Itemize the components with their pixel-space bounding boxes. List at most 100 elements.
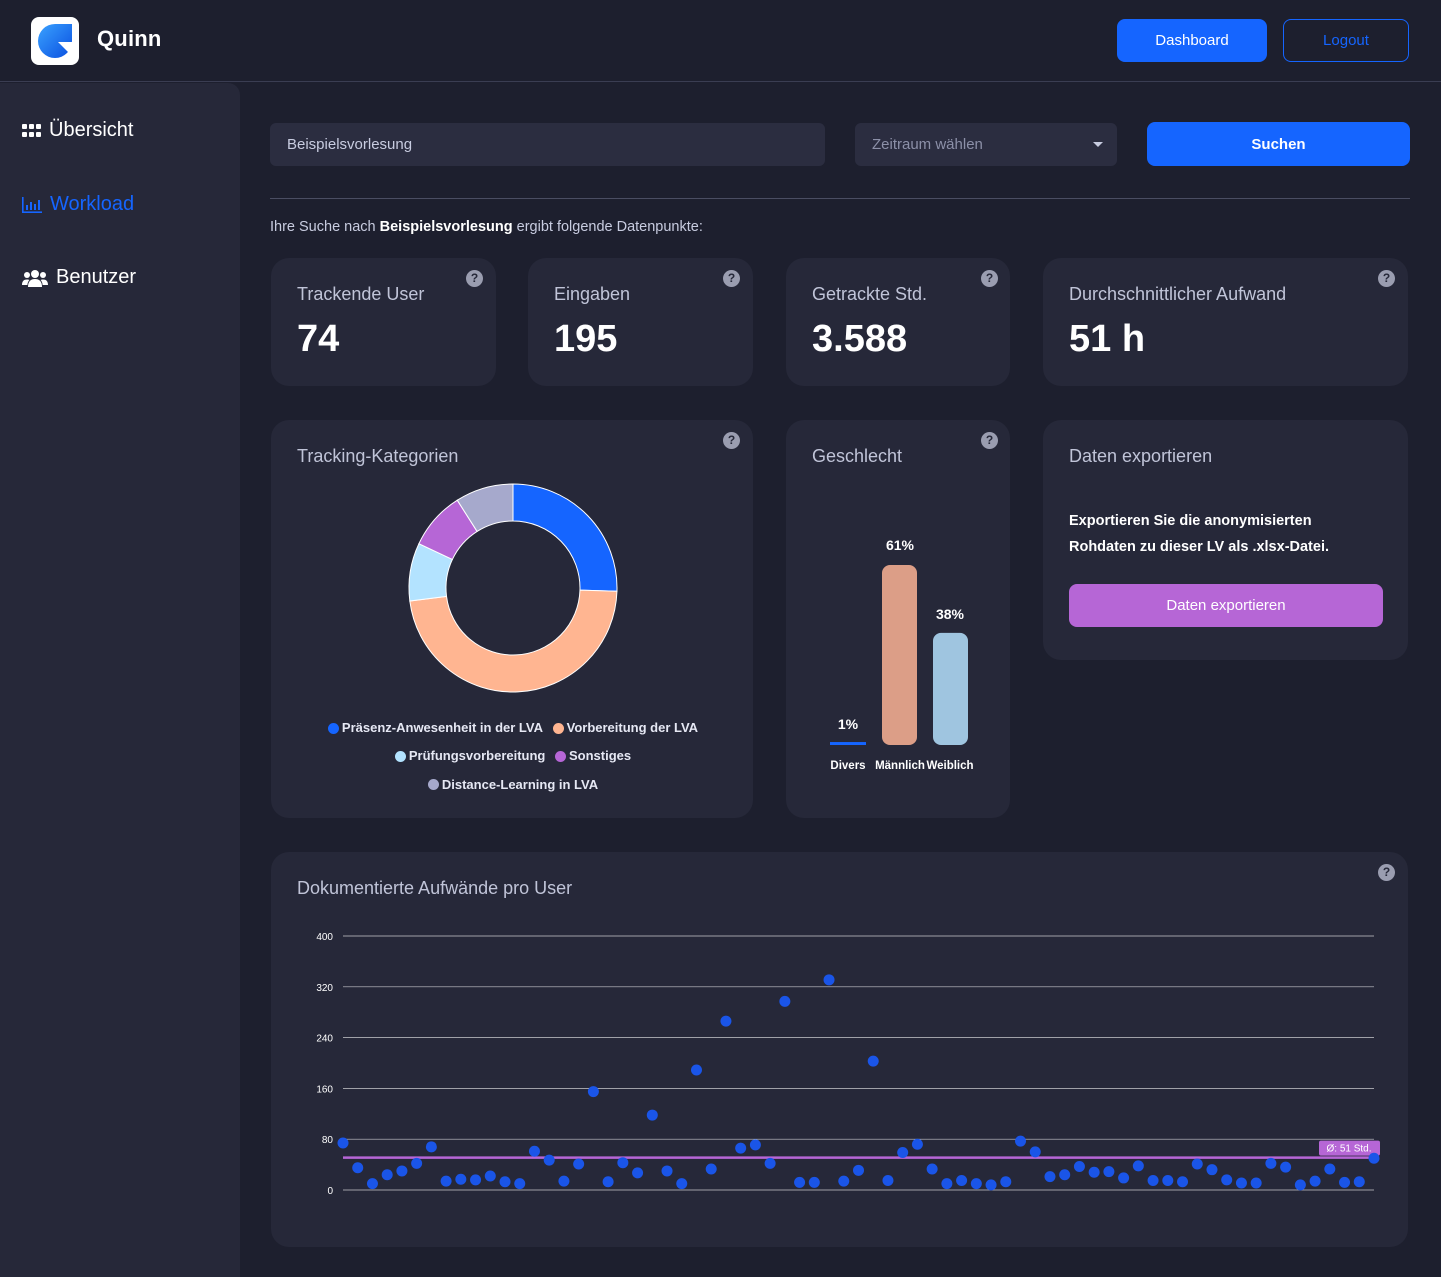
- scatter-point[interactable]: [1044, 1171, 1056, 1183]
- scatter-point[interactable]: [352, 1162, 364, 1174]
- scatter-point[interactable]: [867, 1055, 879, 1067]
- scatter-point[interactable]: [1280, 1161, 1292, 1173]
- scatter-point[interactable]: [941, 1178, 953, 1190]
- scatter-point[interactable]: [1073, 1161, 1085, 1173]
- gender-bar[interactable]: [933, 632, 968, 745]
- scatter-point[interactable]: [425, 1141, 437, 1153]
- help-icon[interactable]: ?: [1378, 270, 1395, 287]
- scatter-point[interactable]: [543, 1154, 555, 1166]
- scatter-point[interactable]: [1221, 1174, 1233, 1186]
- scatter-point[interactable]: [897, 1147, 909, 1159]
- scatter-point[interactable]: [455, 1173, 467, 1185]
- scatter-point[interactable]: [956, 1174, 968, 1186]
- scatter-point[interactable]: [1177, 1176, 1189, 1188]
- scatter-point[interactable]: [411, 1157, 423, 1169]
- scatter-point[interactable]: [1339, 1176, 1351, 1188]
- scatter-point[interactable]: [587, 1086, 599, 1098]
- scatter-point[interactable]: [440, 1175, 452, 1187]
- scatter-point[interactable]: [1029, 1146, 1041, 1158]
- scatter-point[interactable]: [676, 1178, 688, 1190]
- scatter-point[interactable]: [602, 1176, 614, 1188]
- scatter-point[interactable]: [1265, 1157, 1277, 1169]
- scatter-point[interactable]: [970, 1178, 982, 1190]
- scatter-point[interactable]: [764, 1157, 776, 1169]
- scatter-point[interactable]: [1353, 1176, 1365, 1188]
- scatter-point[interactable]: [1059, 1169, 1071, 1181]
- scatter-point[interactable]: [1309, 1175, 1321, 1187]
- scatter-point[interactable]: [690, 1064, 702, 1076]
- help-icon[interactable]: ?: [1378, 864, 1395, 881]
- scatter-point[interactable]: [1368, 1152, 1380, 1164]
- export-button[interactable]: Daten exportieren: [1069, 584, 1383, 627]
- scatter-point[interactable]: [470, 1174, 482, 1186]
- scatter-point[interactable]: [911, 1138, 923, 1150]
- dashboard-button[interactable]: Dashboard: [1117, 19, 1267, 62]
- scatter-point[interactable]: [1235, 1177, 1247, 1189]
- scatter-point[interactable]: [381, 1169, 393, 1181]
- legend-item[interactable]: Präsenz-Anwesenheit in der LVA: [327, 715, 543, 742]
- scatter-point[interactable]: [366, 1178, 378, 1190]
- scatter-point[interactable]: [1206, 1164, 1218, 1176]
- help-icon[interactable]: ?: [723, 270, 740, 287]
- scatter-point[interactable]: [528, 1145, 540, 1157]
- scatter-point[interactable]: [514, 1178, 526, 1190]
- scatter-chart: 0 80 160 240 320 400 Ø: 51 Std.: [316, 932, 1380, 1197]
- scatter-point[interactable]: [1162, 1174, 1174, 1186]
- legend-item[interactable]: Prüfungsvorbereitung: [394, 743, 545, 770]
- donut-slice[interactable]: [456, 483, 514, 533]
- search-button[interactable]: Suchen: [1147, 122, 1410, 166]
- scatter-point[interactable]: [1294, 1179, 1306, 1191]
- scatter-point[interactable]: [823, 974, 835, 986]
- scatter-point[interactable]: [985, 1179, 997, 1191]
- scatter-point[interactable]: [1088, 1166, 1100, 1178]
- scatter-point[interactable]: [396, 1165, 408, 1177]
- gender-bar[interactable]: [830, 742, 866, 745]
- scatter-point[interactable]: [499, 1176, 511, 1188]
- help-icon[interactable]: ?: [981, 270, 998, 287]
- period-select[interactable]: Zeitraum wählen: [855, 123, 1117, 166]
- sidebar-item-benutzer[interactable]: Benutzer: [22, 266, 136, 289]
- scatter-point[interactable]: [720, 1015, 732, 1027]
- logout-button[interactable]: Logout: [1283, 19, 1409, 62]
- quinn-logo[interactable]: [31, 17, 79, 65]
- scatter-point[interactable]: [1015, 1135, 1027, 1147]
- search-input[interactable]: [270, 123, 825, 166]
- donut-slice[interactable]: [409, 589, 618, 693]
- scatter-point[interactable]: [808, 1176, 820, 1188]
- help-icon[interactable]: ?: [981, 432, 998, 449]
- scatter-point[interactable]: [632, 1167, 644, 1179]
- scatter-point[interactable]: [794, 1176, 806, 1188]
- scatter-point[interactable]: [661, 1165, 673, 1177]
- scatter-point[interactable]: [617, 1157, 629, 1169]
- sidebar-item-workload[interactable]: Workload: [22, 193, 134, 216]
- legend-item[interactable]: Distance-Learning in LVA: [427, 772, 598, 799]
- gender-bar[interactable]: [882, 565, 917, 745]
- scatter-point[interactable]: [558, 1175, 570, 1187]
- scatter-point[interactable]: [337, 1137, 349, 1149]
- scatter-point[interactable]: [1324, 1163, 1336, 1175]
- legend-item[interactable]: Vorbereitung der LVA: [552, 715, 698, 742]
- help-icon[interactable]: ?: [723, 432, 740, 449]
- scatter-point[interactable]: [882, 1174, 894, 1186]
- legend-item[interactable]: Sonstiges: [555, 743, 631, 770]
- sidebar-item-uebersicht[interactable]: Übersicht: [22, 119, 133, 142]
- scatter-point[interactable]: [1000, 1176, 1012, 1188]
- scatter-point[interactable]: [1132, 1160, 1144, 1172]
- scatter-point[interactable]: [779, 995, 791, 1007]
- scatter-point[interactable]: [838, 1175, 850, 1187]
- scatter-point[interactable]: [1103, 1166, 1115, 1178]
- scatter-point[interactable]: [853, 1164, 864, 1176]
- scatter-point[interactable]: [1147, 1174, 1159, 1186]
- scatter-point[interactable]: [705, 1163, 717, 1175]
- scatter-point[interactable]: [749, 1139, 761, 1151]
- scatter-point[interactable]: [735, 1142, 747, 1154]
- scatter-point[interactable]: [573, 1158, 585, 1170]
- scatter-point[interactable]: [1250, 1177, 1262, 1189]
- scatter-point[interactable]: [646, 1109, 658, 1121]
- scatter-point[interactable]: [1191, 1158, 1203, 1170]
- scatter-point[interactable]: [926, 1163, 938, 1175]
- help-icon[interactable]: ?: [466, 270, 483, 287]
- donut-slice[interactable]: [512, 483, 618, 592]
- scatter-point[interactable]: [484, 1170, 496, 1182]
- scatter-point[interactable]: [1118, 1172, 1130, 1184]
